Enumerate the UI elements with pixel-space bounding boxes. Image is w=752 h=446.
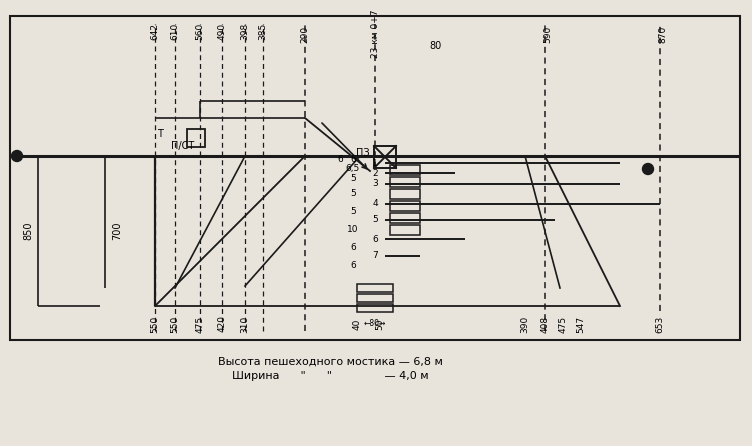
Bar	[390, 165, 420, 175]
Bar	[390, 189, 420, 199]
Bar	[390, 201, 420, 211]
Text: T: T	[157, 129, 163, 139]
Text: Ширина      "      "               — 4,0 м: Ширина " " — 4,0 м	[232, 371, 429, 381]
Text: 80: 80	[429, 41, 441, 51]
Bar	[10, 16, 740, 340]
Text: 550: 550	[150, 315, 159, 333]
Text: 6: 6	[350, 155, 356, 164]
Text: 6: 6	[350, 243, 356, 252]
Circle shape	[11, 150, 23, 161]
Text: 700: 700	[112, 222, 122, 240]
Bar	[357, 294, 393, 302]
Text: 40: 40	[353, 318, 362, 330]
Text: 653: 653	[656, 315, 665, 333]
Text: 590: 590	[544, 25, 553, 43]
Bar	[390, 225, 420, 235]
Text: 5: 5	[350, 190, 356, 198]
Text: 50: 50	[375, 318, 384, 330]
Text: ←80→: ←80→	[364, 319, 387, 329]
Text: 2: 2	[372, 169, 378, 178]
Text: 10: 10	[347, 225, 359, 234]
Bar	[357, 304, 393, 312]
Text: 560: 560	[196, 22, 205, 40]
Text: 6: 6	[372, 235, 378, 244]
Text: 310: 310	[241, 315, 250, 333]
Text: 490: 490	[217, 22, 226, 40]
Text: 550: 550	[171, 315, 180, 333]
Text: П/СТ: П/СТ	[171, 141, 194, 151]
Text: 6: 6	[337, 155, 343, 164]
Bar	[357, 284, 393, 292]
Text: 385: 385	[259, 22, 268, 40]
Text: 475: 475	[196, 315, 205, 333]
Text: Высота пешеходного мостика — 6,8 м: Высота пешеходного мостика — 6,8 м	[217, 357, 442, 367]
Text: 1: 1	[372, 158, 378, 168]
Bar	[390, 177, 420, 187]
Text: 870: 870	[659, 25, 668, 43]
Text: 3: 3	[372, 179, 378, 189]
Text: 398: 398	[241, 22, 250, 40]
Text: 850: 850	[23, 222, 33, 240]
Bar	[390, 213, 420, 223]
Text: 6: 6	[350, 260, 356, 269]
Text: ПЗ: ПЗ	[356, 148, 370, 158]
Circle shape	[642, 164, 653, 174]
Text: 610: 610	[171, 22, 180, 40]
Text: 5: 5	[350, 207, 356, 216]
Text: 5: 5	[372, 215, 378, 224]
Text: 547: 547	[577, 315, 586, 333]
Bar	[187, 129, 205, 147]
Text: 408: 408	[541, 315, 550, 333]
Text: 5: 5	[350, 174, 356, 183]
Text: 642: 642	[150, 22, 159, 40]
Text: 290: 290	[301, 25, 310, 42]
Text: 420: 420	[217, 315, 226, 333]
Text: 6,5: 6,5	[346, 164, 360, 173]
Bar	[374, 146, 396, 168]
Text: 390: 390	[520, 315, 529, 333]
Text: 7: 7	[372, 252, 378, 260]
Text: 475: 475	[559, 315, 568, 333]
Text: 23 км 0+7: 23 км 0+7	[371, 10, 381, 58]
Text: 4: 4	[372, 199, 378, 208]
